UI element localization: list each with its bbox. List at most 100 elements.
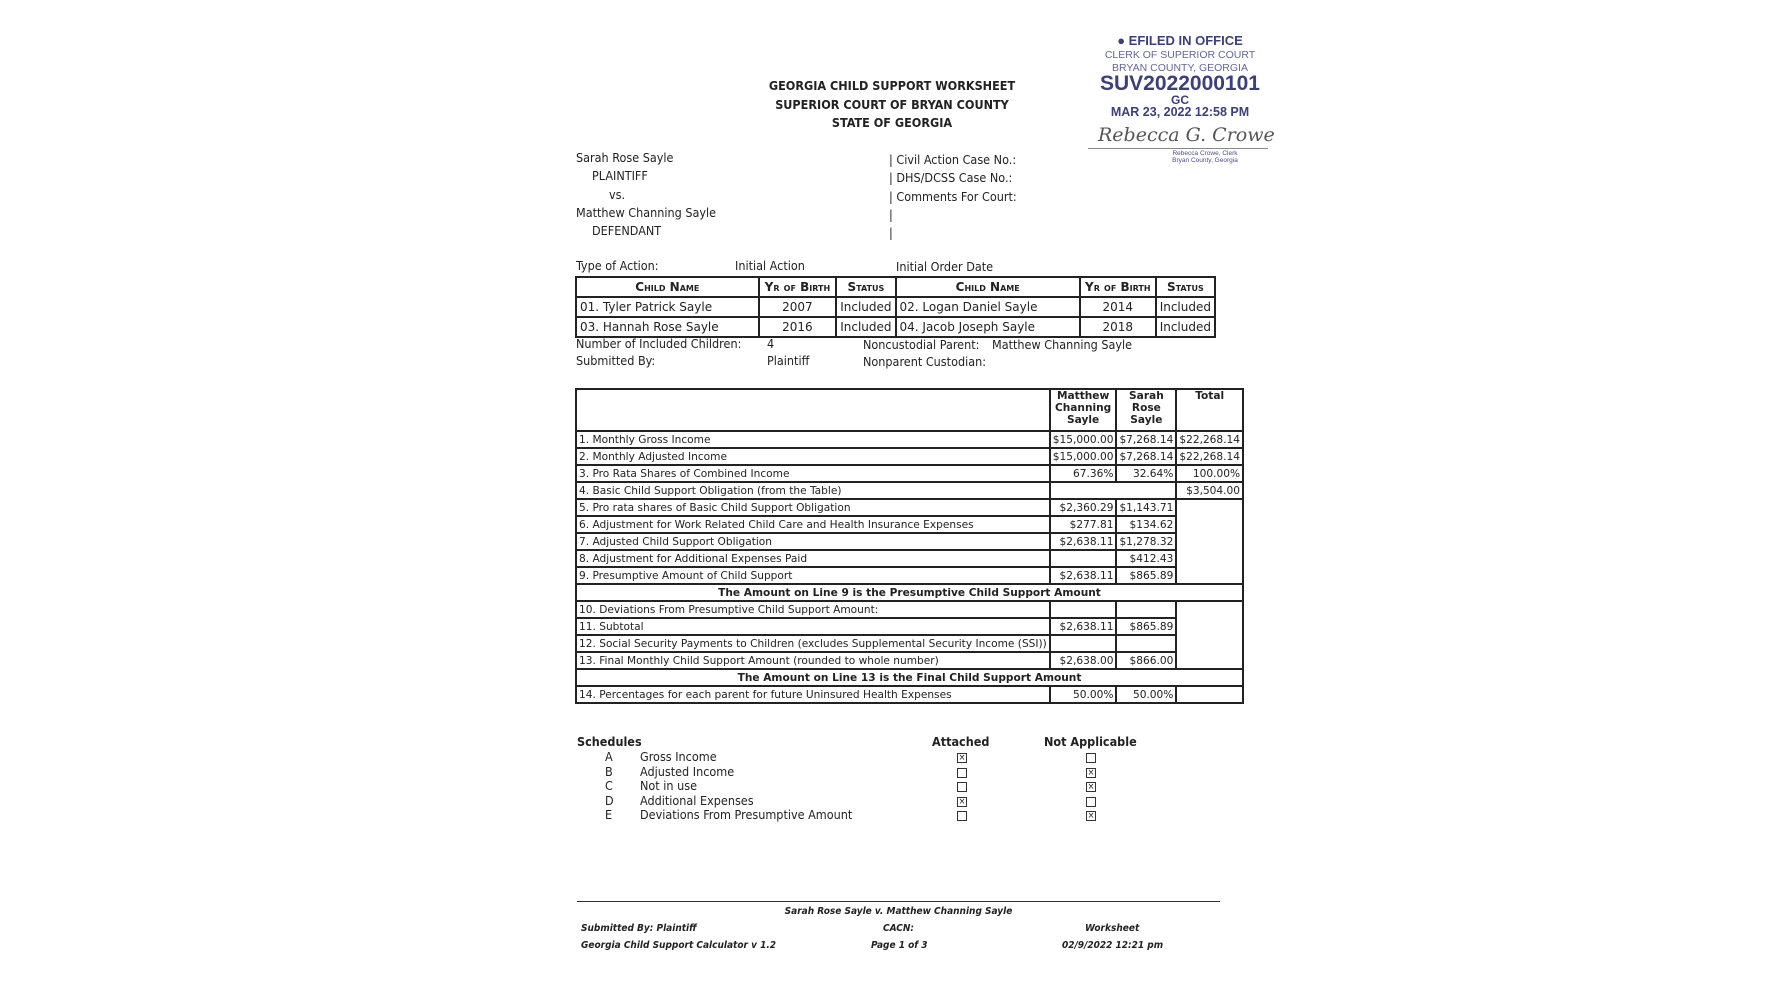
mother-value: 50.00% [1115, 685, 1178, 704]
line-label: 12. Social Security Payments to Children… [575, 634, 1051, 653]
worksheet-row: 11. Subtotal $2,638.11 $865.89 [575, 617, 1243, 636]
banner-text: The Amount on Line 9 is the Presumptive … [574, 583, 1245, 602]
civil-action-label: | Civil Action Case No.: [889, 152, 1017, 167]
not-applicable-checkbox[interactable]: × [1086, 811, 1096, 822]
doc-title: GEORGIA CHILD SUPPORT WORKSHEET [768, 78, 1016, 93]
father-value: $2,638.11 [1048, 532, 1118, 551]
children-header-row: Child Name Yr of Birth Status Child Name… [575, 276, 1217, 298]
comments-label: | Comments For Court: [889, 189, 1017, 204]
footer-calculator: Georgia Child Support Calculator v 1.2 [581, 940, 777, 951]
footer-page: Page 1 of 3 [871, 940, 928, 951]
worksheet-row: 8. Adjustment for Additional Expenses Pa… [575, 549, 1243, 568]
line-label: 14. Percentages for each parent for futu… [575, 685, 1051, 704]
worksheet-row: 1. Monthly Gross Income $15,000.00 $7,268.… [575, 430, 1245, 449]
line-label: 8. Adjustment for Additional Expenses Pa… [575, 549, 1051, 568]
worksheet-header-row: Matthew Channing Sayle Sarah Rose Sayle … [575, 388, 1245, 432]
plaintiff-label: PLAINTIFF [592, 168, 648, 183]
not-applicable-checkbox[interactable] [1086, 796, 1096, 807]
clerk-name: Rebecca Crowe, Clerk [1172, 150, 1238, 157]
not-applicable-checkbox[interactable]: × [1086, 767, 1096, 778]
attached-checkbox[interactable] [957, 767, 967, 778]
child-status: Included [1154, 296, 1217, 318]
attached-checkbox[interactable]: × [957, 753, 967, 763]
col-child-name: Child Name [894, 276, 1081, 298]
schedule-name: Deviations From Presumptive Amount [640, 807, 853, 823]
not-applicable-checkbox[interactable] [1086, 753, 1096, 763]
col-mother: Sarah Rose Sayle [1115, 388, 1178, 432]
blank-cell [1175, 600, 1245, 670]
line-label: 6. Adjustment for Work Related Child Car… [575, 515, 1051, 534]
num-children-label: Number of Included Children: [576, 336, 742, 351]
pipe-separator: | [889, 225, 893, 240]
col-yr-of-birth: Yr of Birth [757, 276, 838, 298]
stamp-datetime: MAR 23, 2022 12:58 PM [1110, 105, 1250, 119]
attached-checkbox[interactable] [957, 811, 967, 822]
banner-row: The Amount on Line 9 is the Presumptive … [574, 583, 1245, 602]
total-value: $22,268.14 [1175, 430, 1245, 449]
footer-submitted: Submitted By: Plaintiff [581, 923, 697, 934]
attached-checkbox[interactable]: × [957, 796, 967, 807]
child-yob: 2014 [1078, 296, 1157, 318]
father-value [1048, 549, 1118, 568]
worksheet-row: 14. Percentages for each parent for futu… [575, 685, 1245, 704]
father-value: $2,638.00 [1048, 651, 1118, 670]
dhs-case-label: | DHS/DCSS Case No.: [889, 170, 1013, 185]
col-total: Total [1175, 388, 1245, 432]
mother-value: $865.89 [1115, 617, 1178, 636]
col-status: Status [835, 276, 897, 298]
worksheet-row: 5. Pro rata shares of Basic Child Suppor… [575, 498, 1245, 585]
pipe-separator: | [889, 207, 893, 222]
type-of-action-value: Initial Action [735, 258, 805, 273]
line-label: 13. Final Monthly Child Support Amount (… [575, 651, 1051, 670]
total-value: 100.00% [1175, 464, 1245, 483]
schedule-letter: B [605, 763, 613, 779]
stamp-efiled: EFILED IN OFFICE [1128, 33, 1243, 48]
attached-header: Attached [932, 734, 990, 749]
schedule-name: Additional Expenses [640, 792, 754, 808]
not-applicable-header: Not Applicable [1044, 734, 1137, 749]
col-status: Status [1154, 276, 1217, 298]
line-label: 3. Pro Rata Shares of Combined Income [575, 464, 1051, 483]
mother-value: $7,268.14 [1115, 447, 1178, 466]
child-name: 02. Logan Daniel Sayle [894, 296, 1081, 318]
child-status: Included [835, 316, 897, 338]
worksheet-row: 10. Deviations From Presumptive Child Su… [575, 600, 1245, 670]
father-value [1048, 600, 1118, 619]
father-value: $2,638.11 [1048, 566, 1118, 585]
worksheet-row: 12. Social Security Payments to Children… [575, 634, 1243, 653]
child-status: Included [835, 296, 897, 318]
father-value: $2,360.29 [1048, 498, 1118, 517]
plaintiff-name: Sarah Rose Sayle [576, 150, 674, 165]
line-label: 1. Monthly Gross Income [575, 430, 1051, 449]
schedules-title: Schedules [577, 734, 642, 749]
child-yob: 2018 [1078, 316, 1157, 338]
child-yob: 2016 [757, 316, 838, 338]
line-label: 9. Presumptive Amount of Child Support [575, 566, 1051, 585]
mother-value: $412.43 [1115, 549, 1178, 568]
father-value: $15,000.00 [1048, 430, 1118, 449]
footer-doc-type: Worksheet [1085, 923, 1140, 934]
worksheet-table: Matthew Channing Sayle Sarah Rose Sayle … [574, 388, 1245, 704]
nonparent-label: Nonparent Custodian: [863, 354, 987, 369]
footer-cacn: CACN: [883, 923, 914, 934]
child-name: 04. Jacob Joseph Sayle [894, 316, 1081, 338]
banner-row: The Amount on Line 13 is the Final Child… [574, 668, 1245, 687]
schedule-name: Gross Income [640, 749, 717, 764]
child-name: 03. Hannah Rose Sayle [575, 316, 760, 338]
mother-value: $866.00 [1115, 651, 1178, 670]
schedule-name: Not in use [640, 778, 698, 794]
banner-text: The Amount on Line 13 is the Final Child… [574, 668, 1245, 687]
father-value [1048, 634, 1118, 653]
defendant-name: Matthew Channing Sayle [576, 205, 717, 220]
worksheet-row: 4. Basic Child Support Obligation (from … [575, 481, 1245, 500]
not-applicable-checkbox[interactable]: × [1086, 782, 1096, 793]
line-label: 7. Adjusted Child Support Obligation [575, 532, 1051, 551]
children-table: Child Name Yr of Birth Status Child Name… [575, 276, 1217, 338]
court-title: SUPERIOR COURT OF BRYAN COUNTY [775, 97, 1009, 112]
stamp-code: GC [1171, 93, 1189, 107]
schedule-letter: D [605, 792, 614, 808]
attached-checkbox[interactable] [957, 782, 967, 793]
num-children-value: 4 [767, 336, 775, 351]
line-label: 11. Subtotal [575, 617, 1051, 636]
father-value: 67.36% [1048, 464, 1118, 483]
